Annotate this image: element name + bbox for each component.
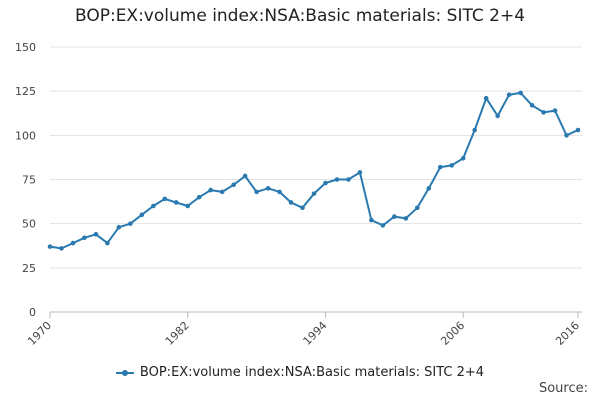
y-tick-label: 75 xyxy=(22,174,36,187)
x-tick-label: 1994 xyxy=(301,319,330,348)
data-point[interactable] xyxy=(139,212,145,218)
data-point[interactable] xyxy=(93,231,99,237)
legend-label: BOP:EX:volume index:NSA:Basic materials:… xyxy=(139,365,485,380)
chart-title: BOP:EX:volume index:NSA:Basic materials:… xyxy=(74,6,526,26)
source-label: Source: xyxy=(538,381,588,396)
grid-lines xyxy=(50,46,582,269)
data-point[interactable] xyxy=(564,133,569,138)
data-point[interactable] xyxy=(59,246,64,251)
data-point[interactable] xyxy=(437,164,443,170)
data-point[interactable] xyxy=(265,186,271,191)
data-point[interactable] xyxy=(300,205,305,211)
data-point[interactable] xyxy=(196,194,202,200)
x-tick-label: 1982 xyxy=(163,319,192,348)
data-point[interactable] xyxy=(116,224,122,230)
data-point[interactable] xyxy=(277,189,282,195)
data-point[interactable] xyxy=(242,173,248,179)
data-point[interactable] xyxy=(506,92,512,97)
y-tick-label: 100 xyxy=(15,129,36,142)
data-point[interactable] xyxy=(529,103,535,108)
data-point[interactable] xyxy=(288,200,294,205)
data-point[interactable] xyxy=(231,182,236,188)
data-point[interactable] xyxy=(128,221,133,226)
y-tick-label: 125 xyxy=(15,85,36,98)
data-point[interactable] xyxy=(552,108,558,113)
data-point[interactable] xyxy=(357,170,363,175)
data-point[interactable] xyxy=(151,203,156,209)
data-point[interactable] xyxy=(105,240,110,246)
data-point[interactable] xyxy=(254,189,259,195)
legend[interactable]: BOP:EX:volume index:NSA:Basic materials:… xyxy=(0,365,600,382)
data-point[interactable] xyxy=(208,187,213,193)
x-tick-label: 2006 xyxy=(438,319,467,348)
data-point[interactable] xyxy=(575,127,581,133)
data-point[interactable] xyxy=(70,240,76,246)
series-layer xyxy=(47,90,581,251)
data-point[interactable] xyxy=(47,244,53,249)
data-point[interactable] xyxy=(541,110,546,115)
data-point[interactable] xyxy=(82,235,87,241)
data-point[interactable] xyxy=(311,191,317,196)
axes: 0 25 50 75 100 125 150 1970 1982 1994 2006 2016 xyxy=(15,41,582,348)
data-point[interactable] xyxy=(403,216,409,221)
legend-swatch-icon xyxy=(115,368,134,378)
y-tick-label: 50 xyxy=(22,218,36,231)
data-point[interactable] xyxy=(185,203,191,209)
data-point[interactable] xyxy=(219,189,225,195)
legend-item[interactable]: BOP:EX:volume index:NSA:Basic materials:… xyxy=(115,365,485,380)
y-tick-label: 25 xyxy=(22,262,36,275)
data-point[interactable] xyxy=(426,186,432,191)
data-point[interactable] xyxy=(162,196,168,202)
data-point[interactable] xyxy=(460,156,466,161)
x-tick-label: 2016 xyxy=(553,319,582,348)
data-point[interactable] xyxy=(323,180,328,186)
data-point[interactable] xyxy=(518,90,523,96)
data-point[interactable] xyxy=(449,163,455,168)
data-point[interactable] xyxy=(483,95,489,101)
data-point[interactable] xyxy=(173,200,179,205)
data-point[interactable] xyxy=(495,113,500,119)
data-point[interactable] xyxy=(415,205,420,211)
x-tick-label: 1970 xyxy=(25,319,54,348)
data-point[interactable] xyxy=(380,223,386,228)
data-point[interactable] xyxy=(346,177,351,182)
data-point[interactable] xyxy=(392,214,397,219)
data-point[interactable] xyxy=(472,127,477,133)
data-point[interactable] xyxy=(334,177,340,182)
y-tick-label: 150 xyxy=(15,41,36,54)
data-point[interactable] xyxy=(369,217,374,223)
y-tick-label: 0 xyxy=(29,306,36,319)
